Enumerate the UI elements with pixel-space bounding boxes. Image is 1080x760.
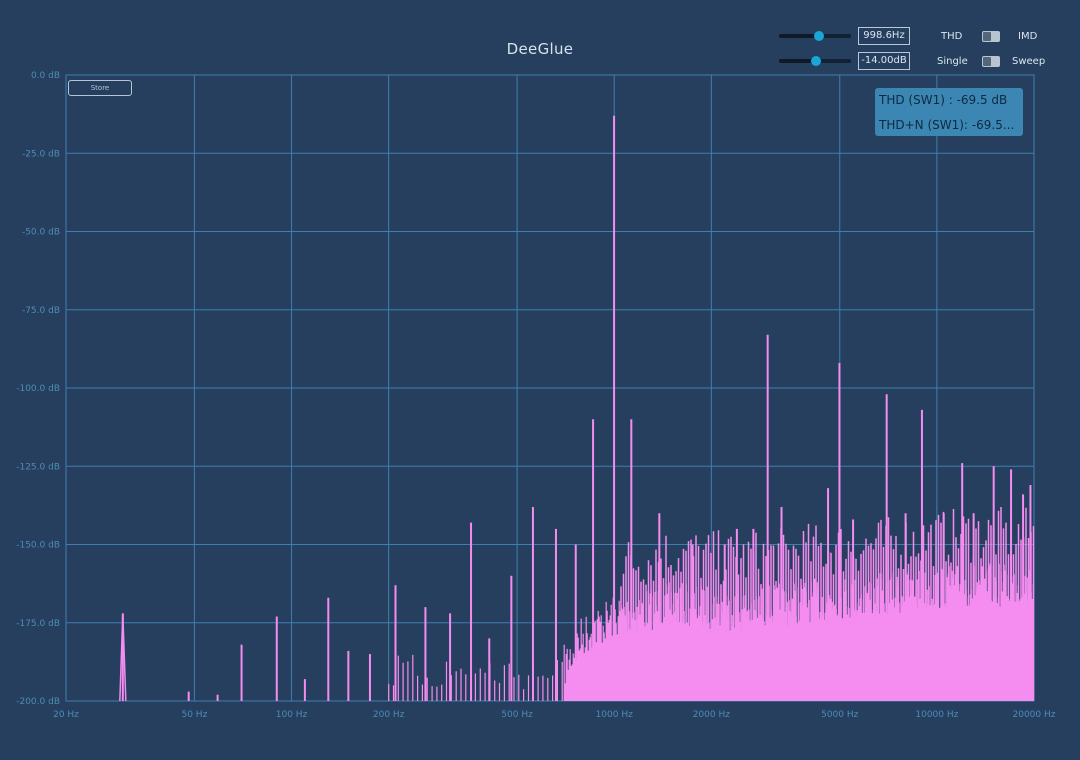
thd-readout: THD (SW1) : -69.5 dB [879, 93, 1008, 107]
y-tick-label: -75.0 dB [22, 306, 60, 316]
frequency-slider[interactable] [779, 31, 851, 41]
x-tick-label: 100 Hz [276, 710, 308, 720]
measurement-readout: THD (SW1) : -69.5 dB THD+N (SW1): -69.5.… [875, 88, 1023, 136]
x-tick-label: 2000 Hz [693, 710, 731, 720]
imd-label: IMD [1018, 31, 1038, 42]
frequency-field[interactable]: 998.6Hz [858, 27, 910, 45]
app-title: DeeGlue [506, 40, 574, 58]
x-tick-label: 500 Hz [501, 710, 533, 720]
frequency-slider-fill [779, 34, 819, 38]
x-tick-label: 200 Hz [373, 710, 405, 720]
y-tick-label: -150.0 dB [16, 541, 60, 551]
sweep-label: Sweep [1012, 56, 1046, 67]
spectrum-peak-shoulder [119, 613, 127, 702]
x-tick-label: 50 Hz [181, 710, 207, 720]
x-tick-label: 20000 Hz [1013, 710, 1056, 720]
x-tick-label: 1000 Hz [596, 710, 634, 720]
low-frequency-spurs [388, 654, 563, 701]
y-axis-ticks: 0.0 dB -25.0 dB -50.0 dB -75.0 dB -100.0 dB -… [16, 71, 60, 707]
thd-imd-toggle[interactable] [982, 31, 1000, 42]
thd-imd-toggle-thumb [983, 32, 991, 41]
amplitude-field[interactable]: -14.00dB [858, 52, 910, 70]
y-tick-label: -50.0 dB [22, 228, 60, 238]
y-tick-label: 0.0 dB [31, 71, 60, 81]
thd-label: THD [941, 31, 963, 42]
y-tick-label: -100.0 dB [16, 384, 60, 394]
spectrum-peaks [119, 115, 1032, 702]
y-tick-label: -200.0 dB [16, 697, 60, 707]
x-axis-ticks: 20 Hz 50 Hz 100 Hz 200 Hz 500 Hz 1000 Hz 2000 … [53, 710, 1056, 720]
amplitude-slider[interactable] [779, 56, 851, 66]
single-sweep-toggle[interactable] [982, 56, 1000, 67]
noise-floor [388, 507, 1035, 701]
x-tick-label: 10000 Hz [915, 710, 958, 720]
thdn-readout: THD+N (SW1): -69.5... [879, 118, 1015, 132]
store-button[interactable]: Store [68, 80, 132, 96]
y-tick-label: -175.0 dB [16, 619, 60, 629]
y-tick-label: -25.0 dB [22, 149, 60, 159]
amplitude-slider-knob[interactable] [811, 56, 822, 66]
amplitude-slider-fill [779, 59, 817, 63]
single-sweep-toggle-thumb [983, 57, 991, 66]
y-tick-label: -125.0 dB [16, 462, 60, 472]
single-label: Single [937, 56, 968, 67]
frequency-slider-knob[interactable] [813, 31, 824, 41]
x-tick-label: 20 Hz [53, 710, 79, 720]
x-tick-label: 5000 Hz [821, 710, 859, 720]
